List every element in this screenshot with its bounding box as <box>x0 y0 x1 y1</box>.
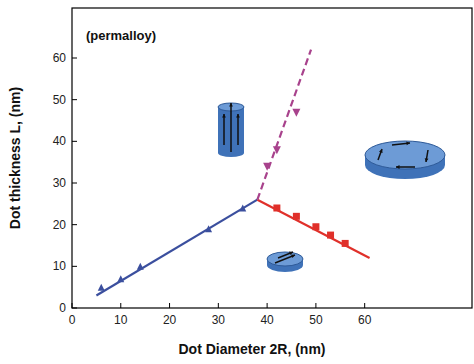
icon-arrow <box>378 149 382 160</box>
x-tick <box>218 303 219 308</box>
x-tick <box>267 303 268 308</box>
y-tick-label: 10 <box>53 259 67 273</box>
icon-arrowhead <box>229 103 233 107</box>
y-tick <box>72 308 77 309</box>
point <box>292 109 300 117</box>
icon-arrowhead <box>396 165 400 169</box>
y-tick <box>72 99 77 100</box>
y-axis-title: Dot thickness L, (nm) <box>7 87 23 229</box>
icon-small-disk-top <box>267 252 303 266</box>
icon-arrowhead <box>406 141 410 145</box>
chart: 0 10 20 30 40 50 60 0 10 20 30 40 50 60 Dot Diameter 2… <box>0 0 474 364</box>
x-tick <box>169 303 170 308</box>
x-tick-label: 50 <box>309 313 323 327</box>
icon-arrowhead <box>379 149 383 153</box>
x-tick-label: 0 <box>69 313 76 327</box>
x-tick-label: 20 <box>163 313 177 327</box>
x-tick <box>120 303 121 308</box>
y-tick <box>72 224 77 225</box>
y-tick <box>72 183 77 184</box>
plot-frame <box>72 8 472 308</box>
x-tick-label: 10 <box>114 313 128 327</box>
x-tick-label: 30 <box>212 313 226 327</box>
x-tick <box>315 303 316 308</box>
fit-line <box>257 200 369 258</box>
y-tick-label: 30 <box>53 176 67 190</box>
icon-arrowhead <box>291 255 295 259</box>
y-tick <box>72 58 77 59</box>
y-tick-label: 60 <box>53 51 67 65</box>
icon-arrow <box>237 114 239 145</box>
x-tick-label: 60 <box>358 313 372 327</box>
icon-arrowhead <box>222 114 226 118</box>
icon-arrow <box>230 103 232 152</box>
x-tick <box>364 303 365 308</box>
icon-disk-top <box>365 141 445 169</box>
annotation: (permalloy) <box>86 28 156 43</box>
fit-line <box>257 50 311 200</box>
icon-arrowhead <box>425 158 429 162</box>
x-tick <box>72 303 73 308</box>
y-tick <box>72 141 77 142</box>
y-tick-label: 50 <box>53 93 67 107</box>
icon-arrow <box>223 114 225 145</box>
y-tick-label: 0 <box>59 301 66 315</box>
icons <box>218 103 445 272</box>
icon-arrowhead <box>236 114 240 118</box>
point <box>98 284 105 291</box>
fit-line <box>96 200 257 296</box>
y-tick-label: 40 <box>53 134 67 148</box>
y-tick <box>72 266 77 267</box>
x-axis-title: Dot Diameter 2R, (nm) <box>178 341 325 357</box>
plot-marks <box>96 50 369 296</box>
icon-arrow <box>278 252 293 258</box>
icon-arrow <box>275 255 295 263</box>
icon-arrowhead <box>289 252 293 256</box>
y-tick-label: 20 <box>53 218 67 232</box>
x-tick-label: 40 <box>260 313 274 327</box>
